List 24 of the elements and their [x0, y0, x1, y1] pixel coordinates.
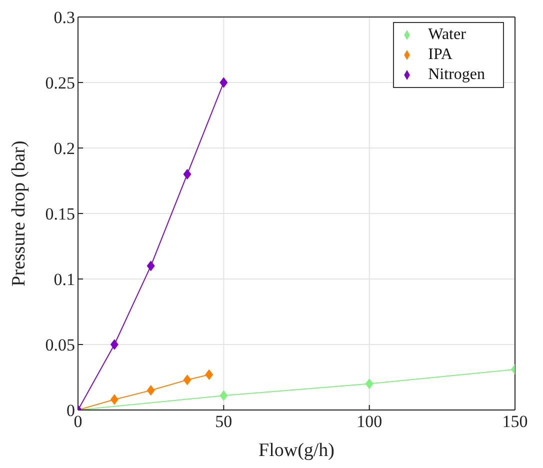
- point: [365, 378, 374, 389]
- y-tick-label: 0.2: [54, 139, 75, 158]
- point: [183, 374, 192, 385]
- y-tick-label: 0.25: [45, 74, 75, 93]
- point: [220, 390, 228, 401]
- point: [183, 169, 192, 180]
- legend-label: IPA: [428, 46, 452, 63]
- point: [146, 260, 155, 271]
- y-tick-label: 0.15: [45, 204, 75, 224]
- point: [205, 370, 213, 380]
- point: [110, 340, 118, 350]
- y-tick-label: 0.3: [54, 8, 75, 28]
- point: [146, 385, 155, 396]
- x-tick-label: 100: [356, 412, 382, 432]
- x-axis-title: Flow(g/h): [258, 440, 334, 461]
- point: [110, 394, 118, 405]
- point: [220, 78, 228, 88]
- y-tick-label: 0.1: [54, 270, 75, 290]
- x-tick-label: 50: [215, 412, 232, 432]
- y-axis-title: Pressure drop (bar): [8, 140, 30, 286]
- y-tick-label: 0.05: [45, 336, 75, 355]
- x-tick-label: 150: [502, 412, 528, 432]
- legend-label: Water: [428, 26, 466, 43]
- legend-label: Nitrogen: [428, 66, 485, 83]
